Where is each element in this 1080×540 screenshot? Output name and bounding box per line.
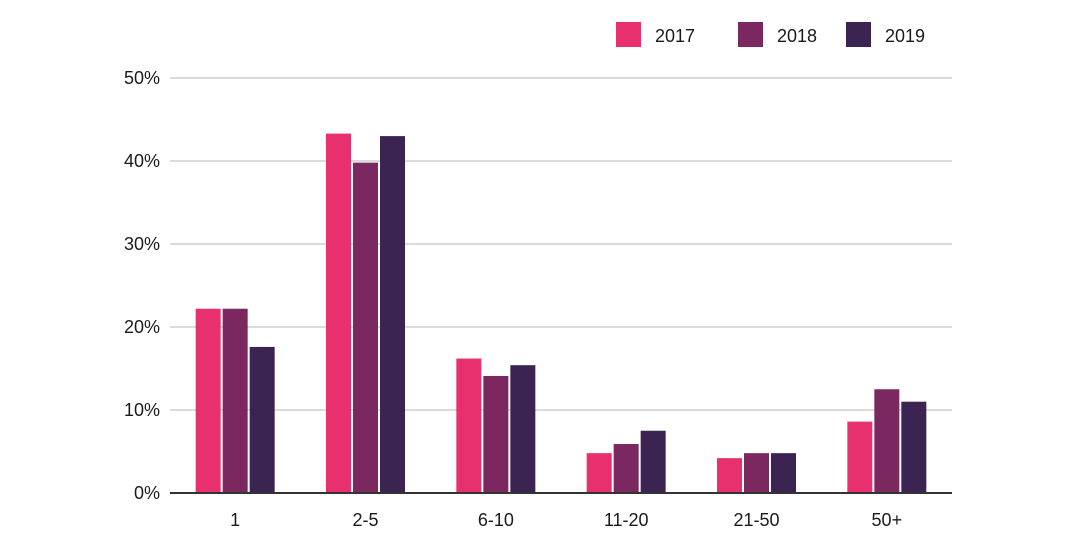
x-tick-label: 2-5 [352, 510, 378, 530]
y-tick-label: 50% [124, 68, 160, 88]
bar-2019-6-10 [510, 365, 536, 493]
bar-2018-1 [222, 308, 248, 493]
bar-2019-21-50 [771, 453, 796, 493]
legend-swatch-2019 [846, 22, 871, 47]
bar-2017-21-50 [717, 458, 742, 493]
bar-2017-50+ [847, 421, 873, 493]
legend: 2017 2018 2019 [616, 22, 925, 47]
y-tick-label: 40% [124, 151, 160, 171]
y-tick-label: 30% [124, 234, 160, 254]
bar-2018-6-10 [483, 375, 509, 493]
bar-2018-2-5 [353, 162, 378, 493]
y-tick-label: 20% [124, 317, 160, 337]
legend-label-2018: 2018 [777, 26, 817, 46]
x-tick-label: 6-10 [478, 510, 514, 530]
x-tick-label: 11-20 [604, 510, 649, 530]
bar-2019-2-5 [380, 136, 405, 493]
bar-2018-21-50 [744, 453, 769, 493]
bar-2017-6-10 [456, 358, 482, 493]
bar-2019-11-20 [640, 430, 666, 493]
legend-label-2017: 2017 [655, 26, 695, 46]
y-tick-label: 0% [134, 483, 160, 503]
legend-swatch-2018 [738, 22, 763, 47]
x-tick-label: 50+ [872, 510, 903, 530]
legend-label-2019: 2019 [885, 26, 925, 46]
bar-2017-11-20 [586, 453, 612, 493]
bar-2019-50+ [901, 401, 927, 493]
legend-swatch-2017 [616, 22, 641, 47]
axes: 0% 10% 20% 30% 40% 50% 1 2-5 6-10 11-20 21-50 50+ [124, 68, 952, 530]
bars [195, 133, 927, 494]
x-tick-label: 1 [230, 510, 240, 530]
bar-2018-11-20 [613, 444, 639, 493]
bar-2017-2-5 [326, 133, 351, 494]
y-tick-label: 10% [124, 400, 160, 420]
bar-2018-50+ [874, 389, 900, 493]
bar-2019-1 [249, 346, 275, 493]
x-tick-label: 21-50 [733, 510, 779, 530]
bar-2017-1 [195, 308, 221, 493]
gridlines [170, 77, 952, 411]
